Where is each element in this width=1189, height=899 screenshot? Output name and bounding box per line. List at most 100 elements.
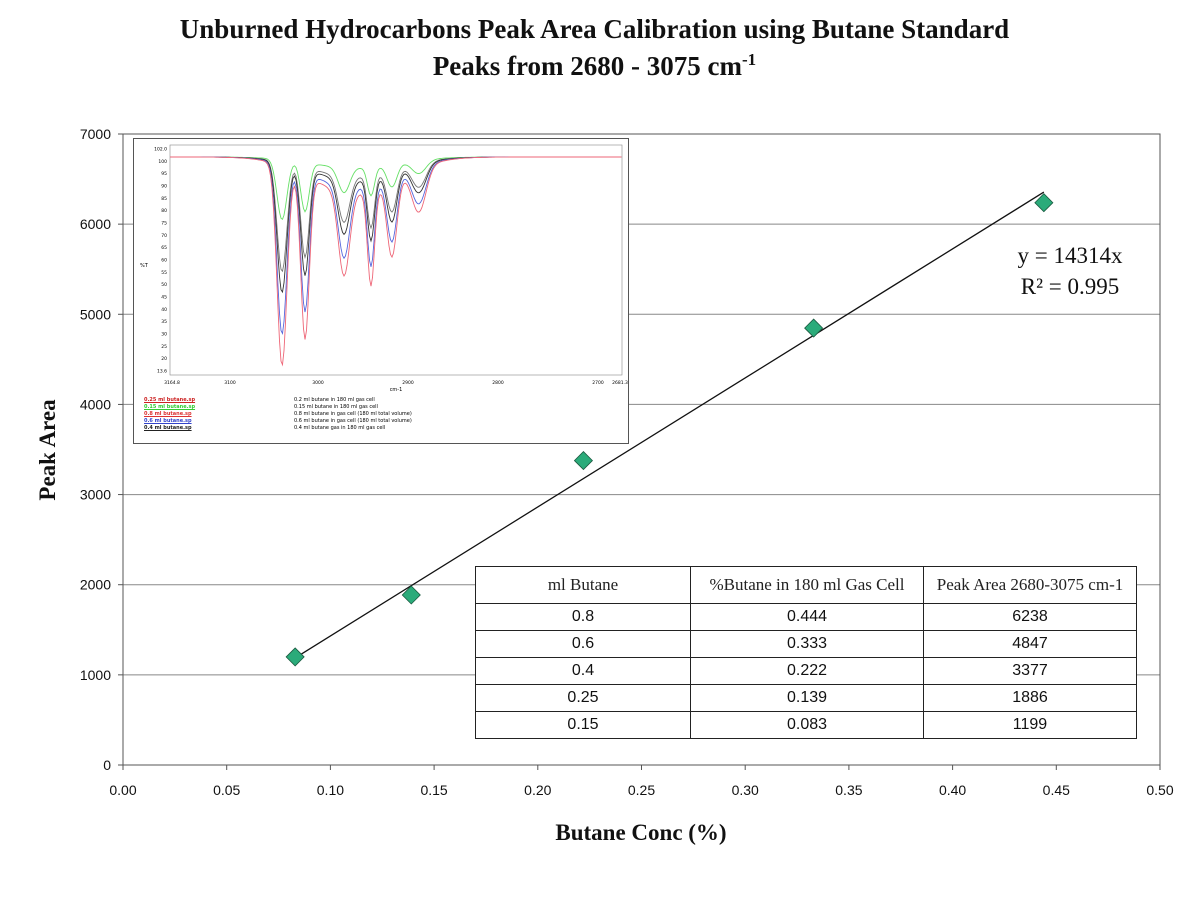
x-tick-label: 0.00 [109, 782, 136, 798]
spectrum-y-tick: 102.0 [154, 147, 167, 153]
spectrum-frame [169, 144, 623, 376]
spectrum-y-tick: 80 [161, 208, 167, 214]
spectrum-y-tick: 25 [161, 344, 167, 350]
data-point [804, 318, 824, 338]
header-ml-butane: ml Butane [475, 566, 691, 604]
spectrum-y-tick: 85 [161, 196, 167, 202]
header-percent-butane: %Butane in 180 ml Gas Cell [690, 566, 924, 604]
spectrum-y-tick: 40 [161, 307, 167, 313]
table-row: 0.4 0.222 3377 [475, 657, 1137, 685]
spectrum-x-tick: 2800 [492, 380, 504, 386]
spectrum-legend-file: 0.15 ml butane.sp [144, 404, 196, 410]
spectrum-y-tick: 65 [161, 245, 167, 251]
table-cell: 0.333 [690, 630, 924, 658]
spectrum-y-tick: 13.6 [157, 369, 167, 375]
spectrum-plot: 102.0 100 95 90 85 80 75 70 65 60 55 50 45 40 35 30 25 20… [140, 144, 628, 393]
spectrum-legend: 0.25 ml butane.sp 0.2 ml butane in 180 ml… [134, 397, 628, 432]
y-tick-label: 3000 [80, 487, 111, 503]
data-point [401, 585, 421, 605]
x-tick-label: 0.10 [317, 782, 344, 798]
spectrum-x-ticks: 3164.8 3100 3000 2900 2800 2700 2681.3 [164, 380, 628, 386]
table-cell: 0.25 [475, 684, 691, 712]
x-tick-label: 0.30 [732, 782, 759, 798]
y-axis-ticks: 0 1000 2000 3000 4000 5000 6000 7000 [80, 126, 123, 773]
plot-area-frame [122, 133, 1161, 766]
spectrum-x-tick: 3100 [224, 380, 236, 386]
table-cell: 4847 [923, 630, 1137, 658]
spectrum-legend-file: 0.6 ml butane.sp [144, 418, 192, 424]
table-cell: 0.6 [475, 630, 691, 658]
spectrum-legend-row: 0.25 ml butane.sp 0.2 ml butane in 180 ml… [134, 397, 628, 404]
spectrum-trace [170, 156, 622, 336]
spectrum-x-tick: 3164.8 [164, 380, 180, 386]
chart-title: Unburned Hydrocarbons Peak Area Calibrat… [179, 14, 1010, 44]
x-tick-label: 0.50 [1146, 782, 1173, 798]
x-tick-label: 0.05 [213, 782, 240, 798]
spectrum-y-tick: 20 [161, 356, 167, 362]
spectrum-legend-row: 0.8 ml butane.sp 0.8 ml butane in gas cel… [134, 411, 628, 418]
table-row: 0.6 0.333 4847 [475, 630, 1137, 658]
spectrum-legend-desc: 0.8 ml butane in gas cell (180 ml total … [294, 411, 412, 417]
x-tick-label: 0.35 [835, 782, 862, 798]
chart-subtitle: Peaks from 2680 - 3075 cm-1 [0, 50, 1189, 82]
x-axis-title: Butane Conc (%) [555, 820, 726, 845]
table-cell: 0.4 [475, 657, 691, 685]
table-cell: 0.222 [690, 657, 924, 685]
spectrum-legend-desc: 0.15 ml butane in 180 ml gas cell [294, 404, 378, 410]
spectrum-traces [170, 156, 622, 367]
spectrum-x-tick: 2681.3 [612, 380, 628, 386]
x-tick-label: 0.40 [939, 782, 966, 798]
y-tick-label: 1000 [80, 667, 111, 683]
table-header-row: ml Butane %Butane in 180 ml Gas Cell Pea… [475, 566, 1137, 604]
spectrum-y-tick: 100 [158, 159, 167, 165]
table-cell: 3377 [923, 657, 1137, 685]
table-cell: 0.15 [475, 711, 691, 739]
table-cell: 1199 [923, 711, 1137, 739]
data-points [285, 193, 1054, 667]
data-point [573, 451, 593, 471]
spectrum-y-tick: 30 [161, 332, 167, 338]
spectrum-x-tick: 2700 [592, 380, 604, 386]
table-cell: 1886 [923, 684, 1137, 712]
x-tick-label: 0.20 [524, 782, 551, 798]
y-tick-label: 7000 [80, 126, 111, 142]
spectrum-legend-desc: 0.6 ml butane in gas cell (180 ml total … [294, 418, 412, 424]
spectrum-x-tick: 3000 [312, 380, 324, 386]
spectrum-y-tick: 60 [161, 258, 167, 264]
spectrum-legend-row: 0.4 ml butane.sp 0.4 ml butane gas in 180… [134, 425, 628, 432]
spectrum-legend-file: 0.8 ml butane.sp [144, 411, 192, 417]
table-cell: 6238 [923, 603, 1137, 631]
table-row: 0.15 0.083 1199 [475, 711, 1137, 739]
y-tick-label: 2000 [80, 577, 111, 593]
data-point [285, 647, 305, 667]
spectrum-y-tick: 55 [161, 270, 167, 276]
header-peak-area: Peak Area 2680-3075 cm-1 [923, 566, 1137, 604]
y-tick-label: 4000 [80, 396, 111, 412]
table-cell: 0.083 [690, 711, 924, 739]
spectrum-trace [170, 156, 622, 273]
data-point [1034, 193, 1054, 213]
x-tick-label: 0.45 [1043, 782, 1070, 798]
spectrum-legend-file: 0.25 ml butane.sp [144, 397, 196, 403]
table-cell: 0.139 [690, 684, 924, 712]
subtitle-text: Peaks from 2680 - 3075 cm [432, 51, 743, 81]
spectrum-x-tick: 2900 [402, 380, 414, 386]
calibration-table: ml Butane %Butane in 180 ml Gas Cell Pea… [475, 566, 1137, 739]
spectrum-y-tick: 35 [161, 319, 167, 325]
spectrum-y-tick: 45 [161, 295, 167, 301]
y-tick-label: 6000 [80, 216, 111, 232]
trendline [294, 191, 1045, 659]
spectrum-y-tick: 70 [161, 233, 167, 239]
table-row: 0.25 0.139 1886 [475, 684, 1137, 712]
x-axis-ticks: 0.00 0.05 0.10 0.15 0.20 0.25 0.30 0.35 0.40 0.45… [109, 765, 1174, 798]
spectrum-legend-desc: 0.2 ml butane in 180 ml gas cell [294, 397, 375, 403]
spectrum-trace [170, 156, 622, 367]
spectrum-inset: 102.0 100 95 90 85 80 75 70 65 60 55 50 45 40 35 30 25 20… [133, 138, 629, 444]
y-tick-label: 0 [103, 757, 111, 773]
spectrum-y-label: %T [140, 263, 149, 269]
spectrum-x-label: cm-1 [390, 387, 403, 393]
spectrum-y-tick: 50 [161, 282, 167, 288]
spectrum-legend-row: 0.6 ml butane.sp 0.6 ml butane in gas cel… [134, 418, 628, 425]
table-row: 0.8 0.444 6238 [475, 603, 1137, 631]
